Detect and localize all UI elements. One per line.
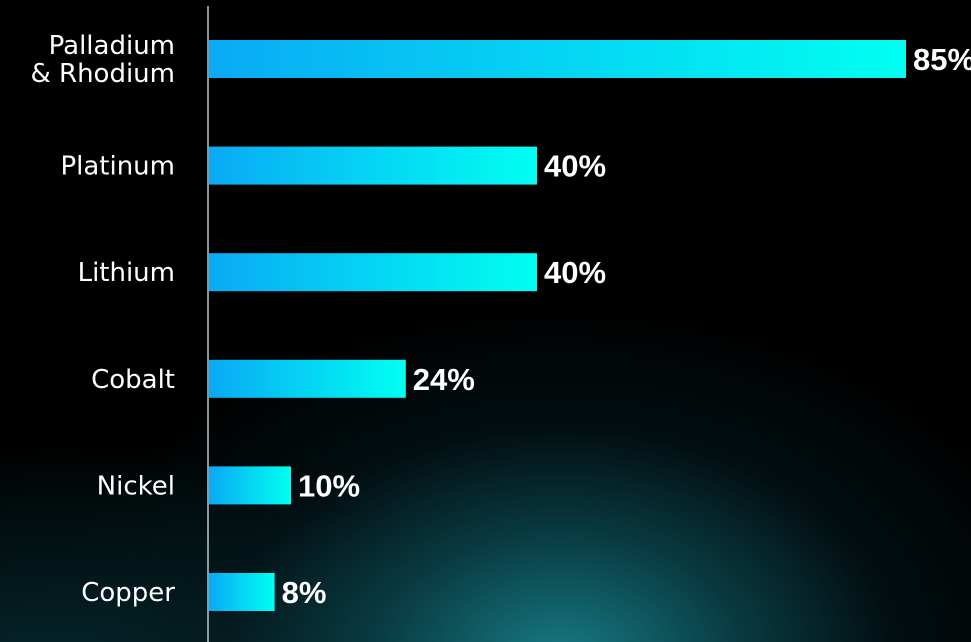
category-label-5: Copper [81, 578, 175, 608]
value-label-2: 40% [544, 255, 606, 290]
bar-4 [209, 466, 291, 505]
bar-2 [209, 253, 537, 292]
value-label-5: 8% [282, 575, 327, 610]
category-label-2: Lithium [78, 258, 175, 288]
bar-3 [209, 359, 406, 398]
category-label-3: Cobalt [91, 365, 175, 395]
value-label-4: 10% [298, 468, 360, 503]
value-label-0: 85% [913, 42, 971, 77]
category-label-1: Platinum [60, 152, 175, 182]
value-label-3: 24% [413, 362, 475, 397]
category-label-4: Nickel [97, 471, 175, 501]
bar-1 [209, 146, 537, 185]
bar-0 [209, 40, 906, 78]
value-label-1: 40% [544, 149, 606, 184]
bar-5 [209, 573, 275, 611]
category-label-0: Palladium & Rhodium [30, 31, 175, 89]
